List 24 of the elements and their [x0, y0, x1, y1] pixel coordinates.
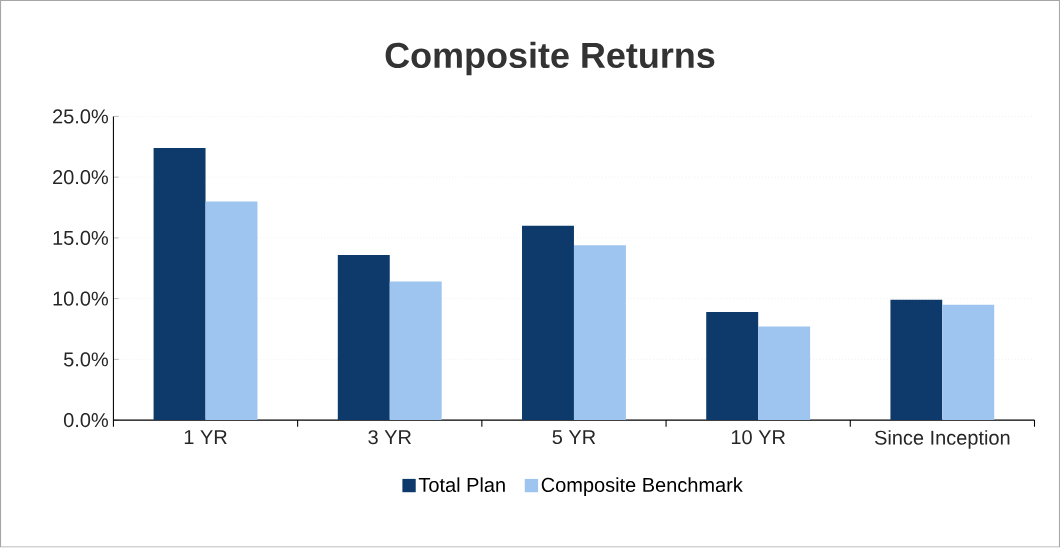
bar: [205, 201, 258, 421]
x-tick-label: Since Inception: [874, 430, 1010, 449]
y-tick-label: 5.0%: [63, 352, 108, 367]
legend-label: Total Plan: [418, 477, 505, 493]
bar: [890, 300, 943, 421]
x-tick-label: 10 YR: [731, 430, 785, 445]
bar: [573, 245, 626, 421]
bar: [153, 148, 206, 421]
bar: [522, 225, 574, 421]
bar: [337, 255, 390, 421]
y-tick-label: 25.0%: [53, 109, 108, 124]
bar: [942, 304, 995, 421]
x-tick-label: 1 YR: [184, 430, 227, 445]
y-tick-label: 10.0%: [53, 291, 108, 306]
x-tick-label: 5 YR: [552, 430, 596, 445]
bar: [389, 281, 442, 421]
bar: [706, 312, 759, 421]
y-tick-label: 0.0%: [63, 413, 108, 428]
legend-label: Composite Benchmark: [541, 477, 743, 497]
y-tick-label: 20.0%: [53, 170, 108, 185]
x-tick-label: 3 YR: [368, 430, 411, 445]
chart-title: Composite Returns: [385, 41, 715, 76]
bar: [758, 326, 811, 421]
y-tick-label: 15.0%: [53, 231, 108, 246]
